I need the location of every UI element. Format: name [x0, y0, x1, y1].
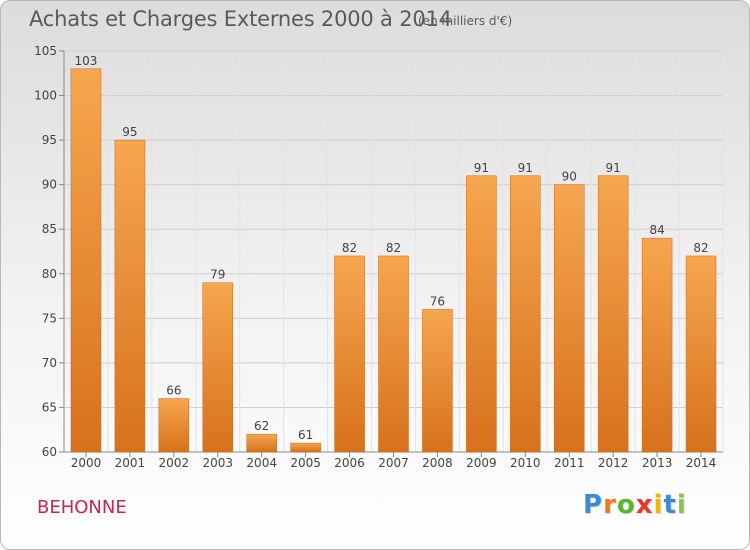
x-tick-label: 2002 — [159, 456, 190, 470]
bar — [158, 398, 190, 453]
y-tick-label: 75 — [42, 311, 57, 325]
bar — [466, 175, 497, 453]
data-label: 91 — [518, 161, 533, 175]
data-label: 82 — [342, 241, 357, 255]
bar — [246, 433, 277, 453]
data-label: 91 — [474, 161, 489, 175]
bar — [378, 255, 409, 453]
data-label: 76 — [430, 294, 445, 308]
data-label: 61 — [298, 428, 313, 442]
x-tick-label: 2007 — [378, 456, 409, 470]
bar — [641, 237, 673, 453]
y-tick-label: 95 — [42, 133, 57, 147]
commune-name: BEHONNE — [37, 497, 127, 518]
y-tick-label: 65 — [42, 400, 57, 414]
x-tick-label: 2003 — [202, 456, 233, 470]
x-tick-label: 2014 — [686, 456, 717, 470]
bar — [114, 139, 146, 453]
data-label: 82 — [693, 241, 708, 255]
data-label: 95 — [122, 125, 137, 139]
bar — [553, 184, 585, 453]
data-label: 79 — [210, 268, 225, 282]
x-tick-label: 2001 — [115, 456, 146, 470]
bar — [510, 175, 541, 453]
chart-subtitle: (en milliers d'€) — [418, 14, 513, 28]
x-tick-label: 2010 — [510, 456, 541, 470]
logo-letter: t — [663, 490, 677, 520]
bar — [685, 255, 717, 453]
logo-letter: x — [635, 490, 654, 520]
data-label: 66 — [166, 384, 181, 398]
data-label: 82 — [386, 241, 401, 255]
x-tick-label: 2006 — [334, 456, 365, 470]
y-tick-label: 100 — [34, 89, 57, 103]
data-labels: 103 95 66 79 62 61 82 82 76 91 91 90 91 84 82 — [75, 54, 709, 442]
y-tick-label: 90 — [42, 178, 57, 192]
bar — [202, 282, 234, 453]
tick-labels: 60 65 70 75 80 85 90 95 100 105 2000 2001 2002 2003 20… — [34, 44, 716, 470]
bar — [70, 68, 102, 453]
data-label: 103 — [75, 54, 98, 68]
logo-letter: o — [616, 490, 636, 520]
y-tick-label: 70 — [42, 356, 57, 370]
bars — [70, 68, 717, 453]
bar — [597, 175, 629, 453]
bar — [422, 309, 453, 453]
logo-letter: P — [583, 490, 604, 520]
y-tick-label: 80 — [42, 267, 57, 281]
proxiti-logo: Proxiti — [583, 490, 687, 520]
x-tick-label: 2005 — [290, 456, 321, 470]
chart-title: Achats et Charges Externes 2000 à 2014 — [29, 7, 452, 31]
data-label: 62 — [254, 419, 269, 433]
data-label: 84 — [649, 223, 664, 237]
x-tick-label: 2008 — [422, 456, 453, 470]
y-tick-label: 85 — [42, 222, 57, 236]
x-tick-label: 2012 — [598, 456, 629, 470]
y-tick-label: 105 — [34, 44, 57, 58]
x-tick-label: 2009 — [466, 456, 497, 470]
data-label: 91 — [606, 161, 621, 175]
logo-letter: i — [653, 490, 664, 520]
bar — [290, 442, 321, 453]
bar — [334, 255, 365, 453]
x-tick-label: 2004 — [246, 456, 277, 470]
x-tick-label: 2000 — [71, 456, 102, 470]
x-tick-label: 2013 — [642, 456, 673, 470]
y-tick-label: 60 — [42, 445, 57, 459]
logo-letter: r — [603, 490, 617, 520]
x-tick-label: 2011 — [554, 456, 585, 470]
logo-letter: i — [676, 490, 687, 520]
data-label: 90 — [562, 170, 577, 184]
